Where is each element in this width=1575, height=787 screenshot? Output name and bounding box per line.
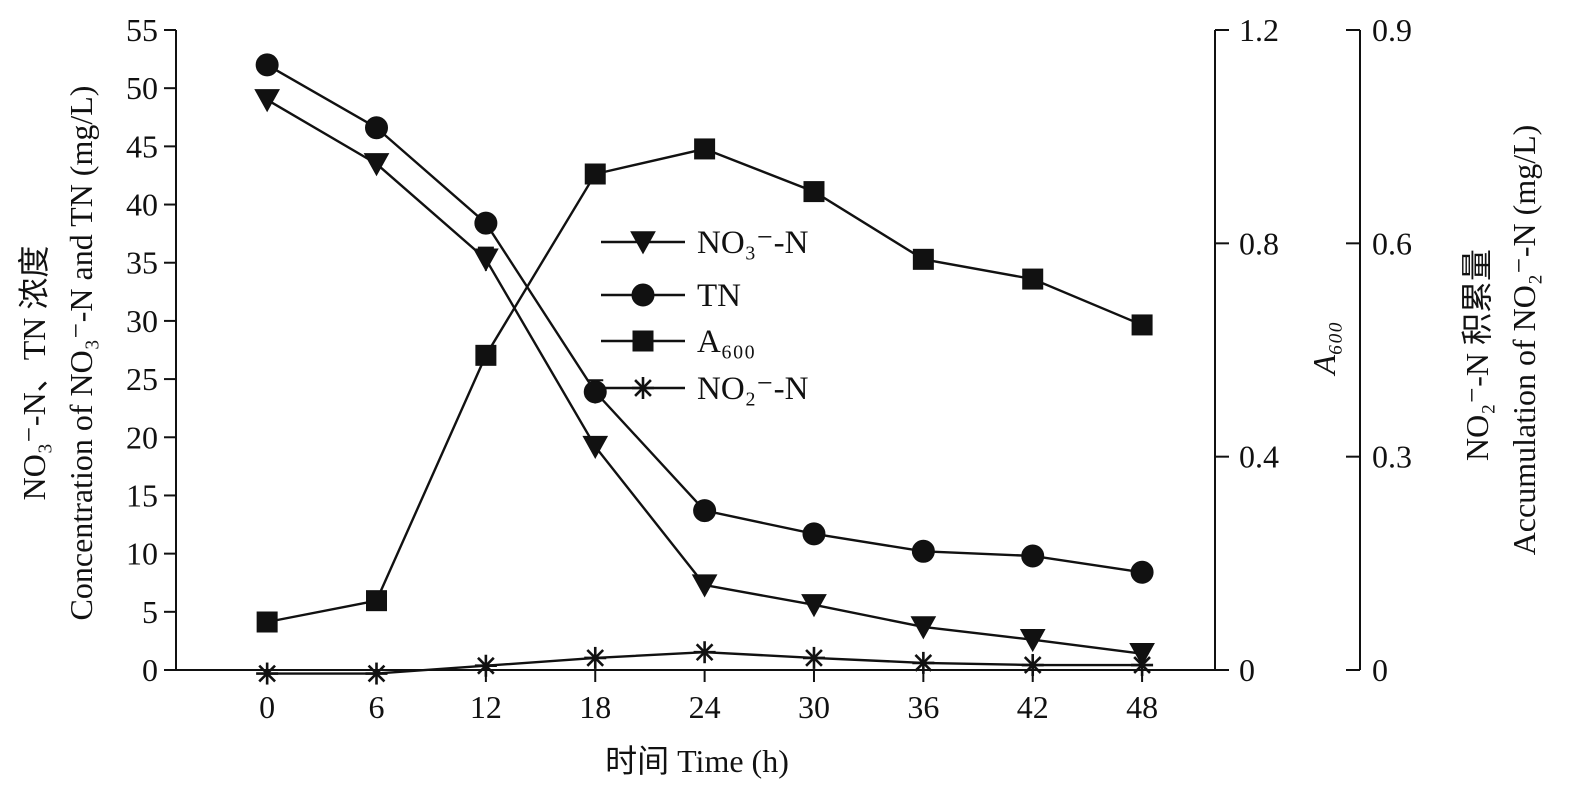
data-point (803, 181, 825, 203)
x-tick-label: 0 (259, 689, 275, 725)
x-axis-title: 时间 Time (h) (605, 743, 789, 779)
data-point (365, 662, 388, 685)
data-point (1019, 629, 1046, 653)
left-tick-label: 15 (126, 477, 158, 513)
data-point (582, 435, 609, 460)
legend-marker (631, 283, 655, 307)
data-point (911, 539, 935, 563)
series-layer (254, 53, 1155, 685)
legend: NO₃⁻-N TN A₆₀₀ NO₂⁻-N (601, 225, 809, 407)
left-tick-label: 55 (126, 12, 158, 48)
data-point (363, 153, 390, 177)
data-point (802, 646, 825, 669)
right2-tick-label: 0.3 (1372, 439, 1412, 475)
legend-marker (632, 330, 654, 352)
left-tick-label: 25 (126, 361, 158, 397)
x-tick-label: 18 (579, 689, 611, 725)
data-point (1022, 268, 1044, 290)
left-tick-label: 50 (126, 70, 158, 106)
data-point (1131, 654, 1154, 677)
data-point (474, 211, 498, 235)
data-point (584, 163, 606, 185)
data-point (254, 89, 280, 113)
right2-tick-label: 0.6 (1372, 225, 1412, 261)
legend-label: NO₃⁻-N (697, 225, 809, 261)
data-point (474, 654, 497, 677)
right2-tick-label: 0 (1372, 652, 1388, 688)
left-tick-label: 35 (126, 245, 158, 281)
data-point (255, 53, 279, 77)
legend-label: TN (697, 278, 741, 314)
right1-tick-label: 0.8 (1239, 225, 1279, 261)
data-point (365, 116, 389, 140)
left-axis-title-line2: Concentration of NO₃⁻-N and TN (mg/L) (63, 86, 99, 621)
series-3 (256, 641, 1154, 685)
right2-tick-label: 0.9 (1372, 12, 1412, 48)
data-point (366, 590, 388, 612)
right-axis-2-title-line2: Accumulation of NO₂⁻-N (mg/L) (1506, 125, 1542, 556)
data-point (912, 248, 934, 270)
data-point (1130, 560, 1154, 584)
x-tick-label: 30 (798, 689, 830, 725)
data-point (693, 641, 716, 664)
legend-item: A₆₀₀ (601, 324, 755, 360)
legend-item: NO₂⁻-N (601, 371, 809, 407)
data-point (1021, 654, 1044, 677)
data-point (694, 138, 716, 160)
data-point (912, 651, 935, 674)
legend-item: NO₃⁻-N (601, 225, 809, 261)
data-point (256, 662, 279, 685)
data-point (1021, 544, 1045, 568)
data-point (693, 499, 717, 523)
x-tick-label: 12 (470, 689, 502, 725)
right-axis-1-title: A₆₀₀ (1306, 322, 1342, 377)
left-tick-label: 0 (142, 652, 158, 688)
left-tick-label: 10 (126, 536, 158, 572)
left-tick-label: 30 (126, 303, 158, 339)
right-axis-2-title-line1: NO₂⁻-N 积累量 (1459, 249, 1495, 461)
series-1 (255, 53, 1154, 584)
left-tick-label: 45 (126, 128, 158, 164)
data-point (801, 594, 827, 618)
data-point (475, 344, 497, 366)
x-tick-label: 36 (907, 689, 939, 725)
left-tick-label: 5 (142, 594, 158, 630)
left-tick-label: 20 (126, 419, 158, 455)
data-point (256, 611, 278, 633)
legend-label: NO₂⁻-N (697, 371, 809, 407)
series-2 (256, 138, 1153, 633)
data-point (584, 646, 607, 669)
x-tick-label: 48 (1126, 689, 1158, 725)
legend-marker (630, 231, 656, 255)
data-point (583, 380, 607, 404)
legend-marker (632, 377, 654, 399)
data-point (910, 616, 937, 640)
legend-item: TN (601, 278, 741, 314)
series-0 (254, 89, 1155, 667)
ticks: 0 6 12 18 24 30 36 42 48 0 5 10 15 20 25 30 35 40 45 50 55 0 0… (126, 12, 1412, 725)
right1-tick-label: 0.4 (1239, 439, 1279, 475)
left-tick-label: 40 (126, 187, 158, 223)
right1-tick-label: 0 (1239, 652, 1255, 688)
axes (175, 30, 1361, 671)
data-point (691, 574, 718, 598)
data-point (802, 522, 826, 546)
legend-label: A₆₀₀ (697, 324, 755, 360)
right1-tick-label: 1.2 (1239, 12, 1279, 48)
left-axis-title-line1: NO₃⁻-N、TN 浓度 (16, 246, 52, 501)
x-tick-label: 24 (689, 689, 721, 725)
data-point (1131, 314, 1153, 336)
x-tick-label: 42 (1017, 689, 1049, 725)
x-tick-label: 6 (369, 689, 385, 725)
data-point (473, 248, 499, 272)
